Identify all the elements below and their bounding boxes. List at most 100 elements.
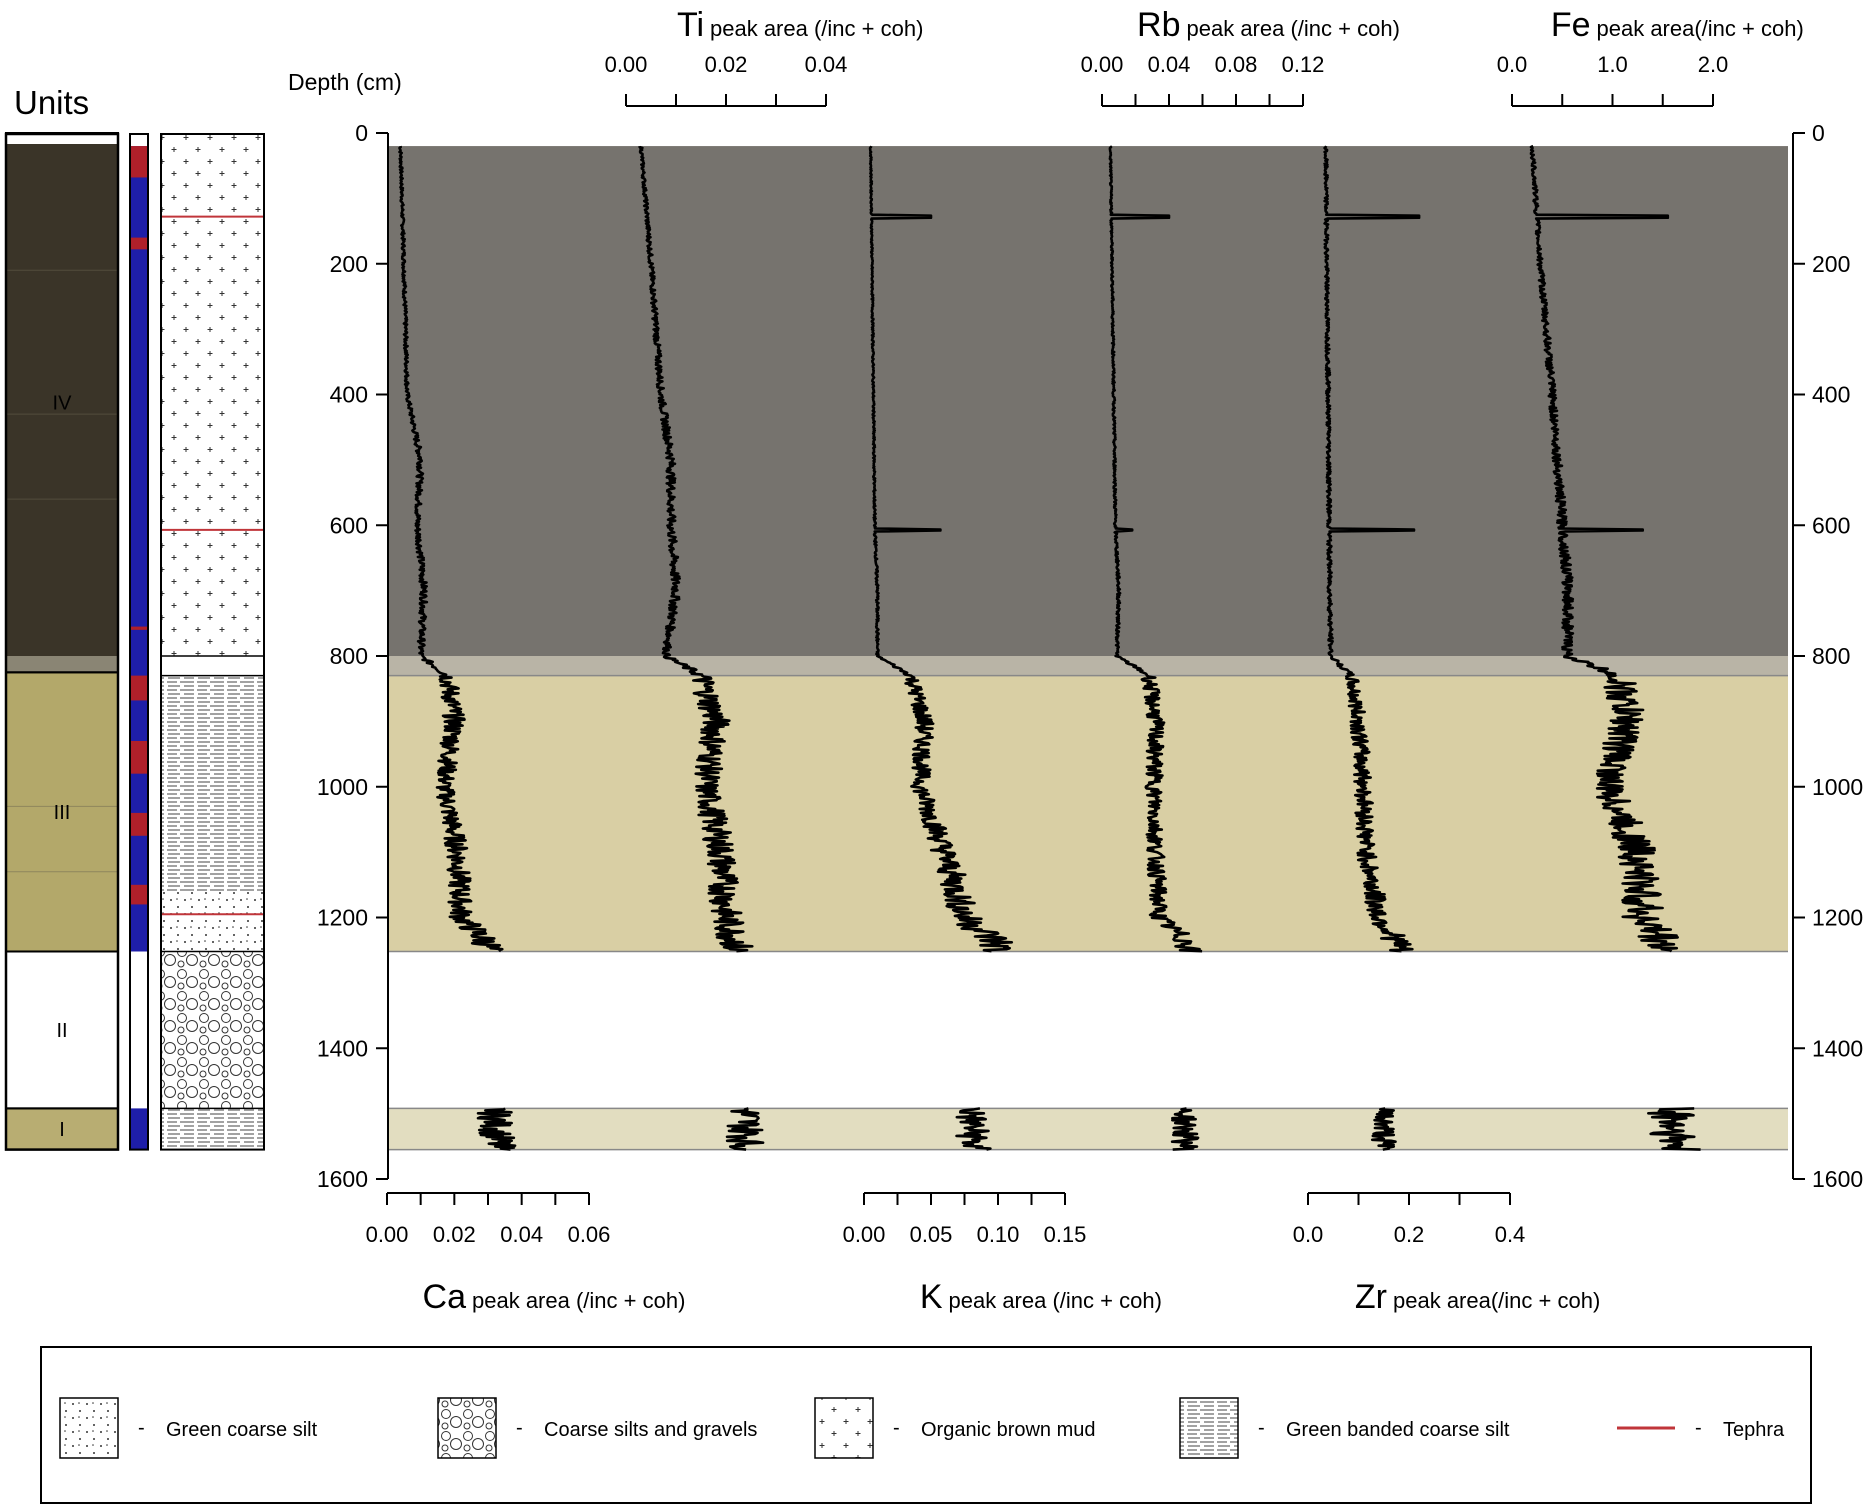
axis-tick-label: 0.00 bbox=[366, 1222, 409, 1247]
axis-tick-label: 0.4 bbox=[1495, 1222, 1526, 1247]
depth-tick-label: 1200 bbox=[317, 905, 368, 931]
blue-band bbox=[130, 1108, 148, 1150]
axis-tick-label: 0.0 bbox=[1293, 1222, 1324, 1247]
legend-label: Tephra bbox=[1723, 1419, 1785, 1441]
axis-tick-label: 0.0 bbox=[1497, 52, 1528, 77]
series-line-zr bbox=[1370, 1107, 1397, 1151]
litho-frame bbox=[160, 133, 265, 1151]
depth-zone bbox=[388, 146, 1788, 656]
series-line-ti bbox=[725, 1107, 765, 1151]
depth-tick-label: 200 bbox=[1812, 251, 1850, 277]
litho-gravels bbox=[161, 951, 264, 1109]
series-line-rb bbox=[1108, 145, 1203, 953]
series-line-ca bbox=[398, 145, 504, 953]
depth-tick-label: 600 bbox=[1812, 512, 1850, 538]
axis-tick-label: 0.05 bbox=[910, 1222, 953, 1247]
depth-tick-label: 800 bbox=[1812, 643, 1850, 669]
axis-tick-label: 1.0 bbox=[1597, 52, 1628, 77]
depth-zone bbox=[388, 675, 1788, 952]
legend-swatch-crosses bbox=[814, 1397, 874, 1459]
axis-unit-label: peak area (/inc + coh) bbox=[949, 1288, 1162, 1313]
red-band bbox=[130, 146, 148, 178]
axis-unit-label: peak area (/inc + coh) bbox=[472, 1288, 685, 1313]
litho-banded-silt bbox=[161, 675, 264, 892]
axis-tick-label: 0.00 bbox=[605, 52, 648, 77]
axis-tick-label: 0.15 bbox=[1044, 1222, 1087, 1247]
legend-label: Green coarse silt bbox=[166, 1419, 318, 1441]
legend: - Green coarse silt - Coarse silts and grav… bbox=[59, 1397, 1785, 1459]
axis-element-symbol: Fe bbox=[1551, 6, 1591, 44]
axis-tick-label: 0.02 bbox=[433, 1222, 476, 1247]
unit-label: II bbox=[56, 1020, 67, 1042]
unit-iv-transition bbox=[6, 656, 118, 673]
depth-tick-label: 600 bbox=[330, 512, 368, 538]
unit-i-photo bbox=[6, 1108, 118, 1150]
axis-element-symbol: Ti bbox=[677, 6, 704, 44]
legend-separator: - bbox=[516, 1417, 523, 1439]
legend-separator: - bbox=[893, 1417, 900, 1439]
axis-tick-label: 0.04 bbox=[1148, 52, 1191, 77]
unit-label: III bbox=[54, 802, 71, 824]
series-line-fe bbox=[1529, 144, 1679, 953]
legend-separator: - bbox=[1695, 1417, 1702, 1439]
axis-tick-label: 0.04 bbox=[805, 52, 848, 77]
band-frame bbox=[129, 133, 149, 1151]
plot-area: Depth (cm) 0 0 200 200 400 400 600 600 800 800 1000… bbox=[288, 6, 1863, 1316]
litho-organic-mud bbox=[161, 133, 264, 656]
legend-label: Organic brown mud bbox=[921, 1419, 1096, 1441]
unit-label: I bbox=[59, 1119, 65, 1141]
axis-tick-label: 0.12 bbox=[1282, 52, 1325, 77]
litho-banded-silt bbox=[161, 1108, 264, 1150]
legend-separator: - bbox=[138, 1417, 145, 1439]
depth-tick-label: 0 bbox=[1812, 120, 1825, 146]
red-band bbox=[130, 884, 148, 905]
series-line-rb bbox=[1170, 1107, 1200, 1151]
red-band bbox=[130, 740, 148, 774]
legend-swatch-circles bbox=[437, 1397, 497, 1459]
series-line-k bbox=[868, 145, 1014, 953]
depth-zone bbox=[388, 1108, 1788, 1150]
legend-separator: - bbox=[1258, 1417, 1265, 1439]
depth-tick-label: 1200 bbox=[1812, 905, 1863, 931]
depth-zone bbox=[388, 656, 1788, 676]
series-line-ca bbox=[476, 1107, 517, 1151]
axis-element-symbol: Ca bbox=[423, 1278, 467, 1316]
depth-tick-label: 400 bbox=[1812, 382, 1850, 408]
axis-unit-label: peak area (/inc + coh) bbox=[1187, 16, 1400, 41]
legend-box bbox=[40, 1346, 1812, 1504]
legend-swatch-dots bbox=[59, 1397, 119, 1459]
axis-tick-label: 0.2 bbox=[1394, 1222, 1425, 1247]
depth-tick-label: 1000 bbox=[317, 774, 368, 800]
axis-unit-label: peak area(/inc + coh) bbox=[1393, 1288, 1600, 1313]
depth-tick-label: 1000 bbox=[1812, 774, 1863, 800]
unit-iv-photo bbox=[6, 144, 118, 673]
depth-tick-label: 800 bbox=[330, 643, 368, 669]
depth-tick-label: 400 bbox=[330, 382, 368, 408]
depth-tick-label: 1400 bbox=[317, 1035, 368, 1061]
axis-tick-label: 0.06 bbox=[568, 1222, 611, 1247]
depth-tick-label: 200 bbox=[330, 251, 368, 277]
legend-swatch-banded bbox=[1179, 1397, 1239, 1459]
red-band bbox=[130, 237, 148, 250]
legend-label: Coarse silts and gravels bbox=[544, 1419, 757, 1441]
axis-unit-label: peak area (/inc + coh) bbox=[710, 16, 923, 41]
axis-tick-label: 2.0 bbox=[1698, 52, 1729, 77]
series-line-ti bbox=[638, 145, 754, 953]
units-title: Units bbox=[14, 84, 89, 121]
unit-label: IV bbox=[53, 393, 73, 415]
depth-tick-label: 1400 bbox=[1812, 1035, 1863, 1061]
series-line-k bbox=[955, 1107, 992, 1151]
axis-element-symbol: Zr bbox=[1355, 1278, 1387, 1316]
red-band bbox=[130, 812, 148, 836]
core-photo-frame bbox=[4, 132, 120, 1151]
axis-element-symbol: Rb bbox=[1137, 6, 1180, 44]
depth-tick-label: 1600 bbox=[317, 1166, 368, 1192]
depth-tick-label: 0 bbox=[355, 120, 368, 146]
depth-axis-label: Depth (cm) bbox=[288, 69, 402, 95]
red-band bbox=[130, 675, 148, 701]
axis-tick-label: 0.10 bbox=[977, 1222, 1020, 1247]
axis-tick-label: 0.04 bbox=[500, 1222, 543, 1247]
legend-label: Green banded coarse silt bbox=[1286, 1419, 1510, 1441]
